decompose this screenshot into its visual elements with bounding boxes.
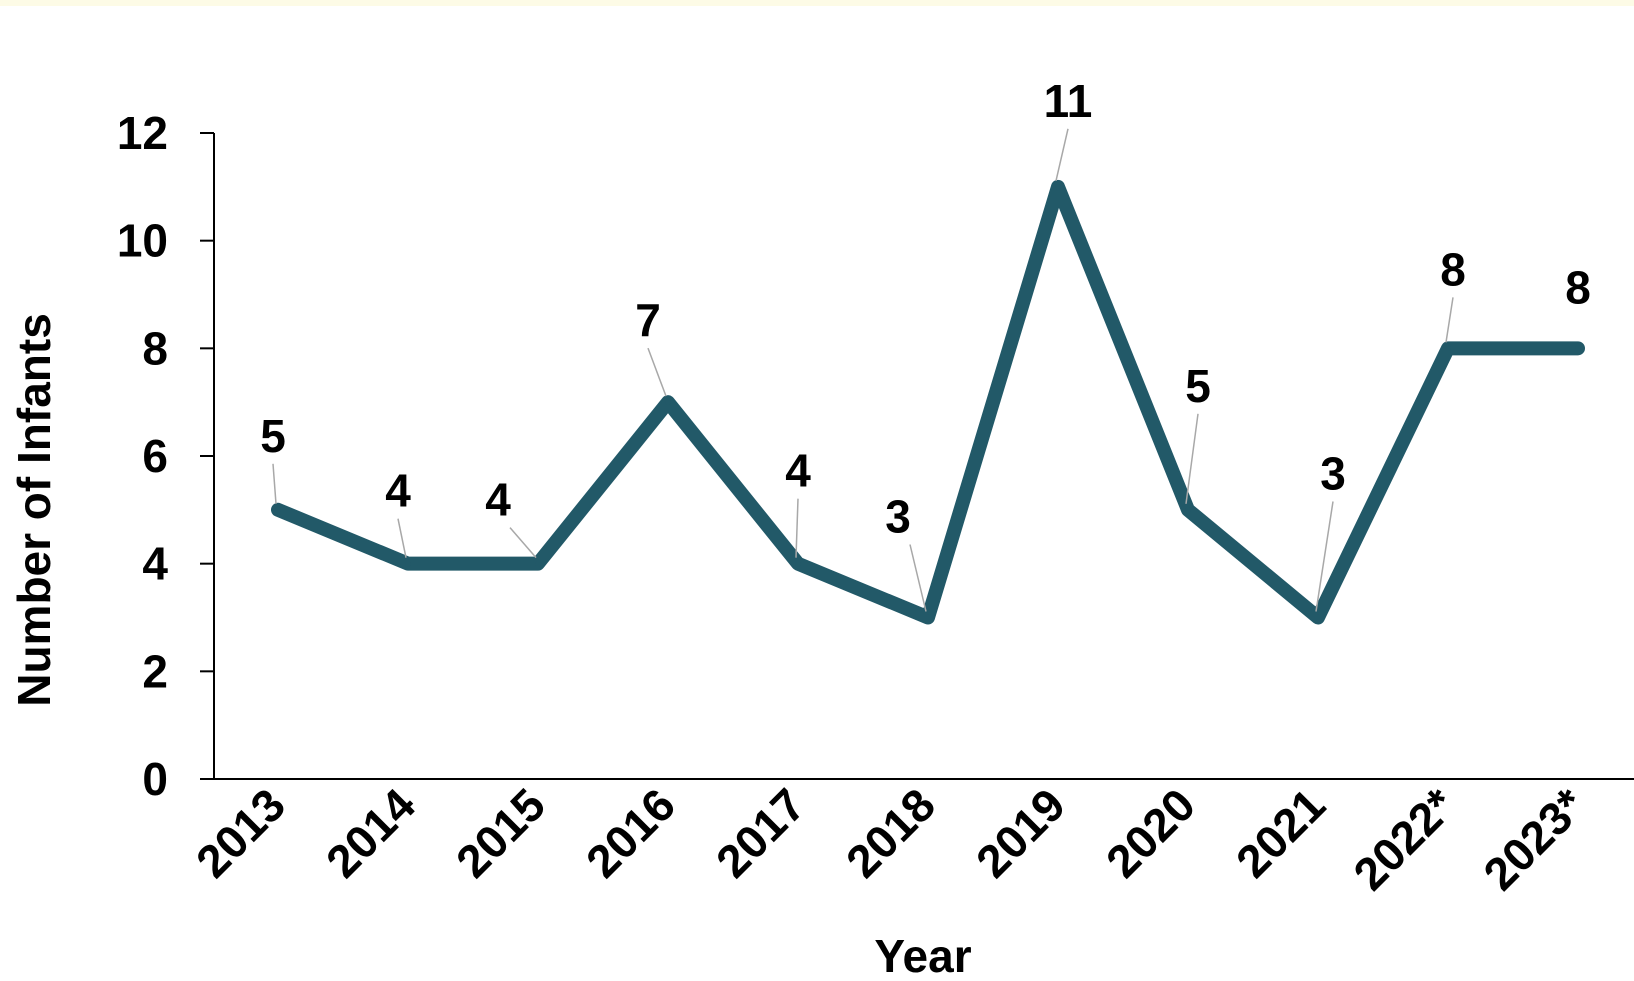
data-label: 4 [785,445,811,497]
data-label: 11 [1044,75,1093,127]
x-tick-label: 2023* [1473,778,1595,900]
x-tick-label: 2020 [1096,778,1205,887]
data-labels: 5 4 4 7 4 3 11 5 3 8 8 [260,75,1591,612]
y-tick-label: 12 [117,107,168,159]
x-tick-label: 2017 [706,778,815,887]
x-tick-label: 2015 [446,778,555,887]
data-label: 3 [1320,448,1346,500]
data-point [1445,345,1451,352]
leader-line [272,463,277,504]
data-point [1315,614,1321,621]
data-point [535,560,541,567]
leader-line [909,544,927,612]
y-axis-ticks: 0 2 4 6 8 10 12 [117,107,214,805]
x-tick-label: 2018 [836,778,945,887]
data-point [665,399,671,406]
series-line [271,179,1585,625]
series-group [271,179,1585,625]
leader-line [1315,501,1334,612]
x-tick-label: 2013 [186,778,295,887]
leader-line [397,518,407,558]
data-label: 8 [1565,261,1591,313]
data-label: 7 [635,294,661,346]
x-tick-label: 2014 [316,778,425,887]
data-label: 3 [885,491,911,543]
data-label: 5 [260,410,286,462]
data-point [1185,506,1191,513]
x-axis-title: Year [874,930,971,981]
y-tick-label: 2 [142,645,168,697]
leader-line [647,347,667,397]
y-tick-label: 6 [142,430,168,482]
x-tick-label: 2016 [576,778,685,887]
data-label: 5 [1185,360,1211,412]
y-tick-label: 10 [117,215,168,267]
axes [213,133,1634,780]
data-point [1055,183,1061,190]
y-tick-label: 0 [142,753,168,805]
leader-line [1185,413,1199,504]
leader-line [1055,128,1069,182]
top-band [0,0,1634,6]
leader-line [795,498,799,558]
data-point [925,614,931,621]
x-tick-label: 2019 [966,778,1075,887]
y-tick-label: 4 [142,538,168,590]
data-point [405,560,411,567]
x-axis-ticks: 2013 2014 2015 2016 2017 2018 2019 2020 2021 2022… [186,778,1595,900]
data-label: 8 [1440,243,1466,295]
leader-line [1445,297,1454,343]
leader-line [509,527,537,559]
x-tick-label: 2021 [1226,778,1335,887]
data-label: 4 [485,474,511,526]
data-point [795,560,801,567]
y-axis-title: Number of Infants [8,313,60,707]
data-point [275,506,281,513]
data-label: 4 [385,465,411,517]
x-tick-label: 2022* [1343,778,1465,900]
data-point [1575,345,1581,352]
y-tick-label: 8 [142,322,168,374]
